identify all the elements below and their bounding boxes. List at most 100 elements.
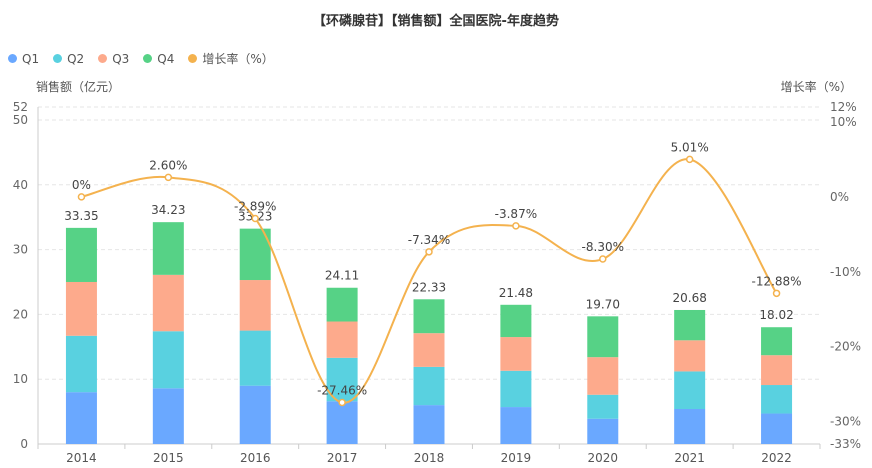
bar-q2-2014 (65, 335, 97, 393)
x-tick-label: 2019 (501, 451, 532, 465)
bar-q4-2019 (500, 304, 532, 338)
bar-total-label: 22.33 (412, 280, 446, 294)
bar-q2-2019 (500, 370, 532, 408)
bar-q4-2014 (65, 227, 97, 282)
bar-q1-2022 (761, 413, 793, 444)
legend-dot-q1 (8, 54, 17, 63)
bar-q2-2020 (587, 394, 619, 419)
legend-label-q2: Q2 (67, 51, 85, 66)
y2-tick-label: -33% (830, 437, 861, 451)
bar-q2-2021 (674, 371, 706, 410)
growth-rate-label: -7.34% (408, 233, 450, 247)
bar-q3-2017 (326, 321, 358, 358)
y-tick-label: 52 (13, 100, 28, 114)
y2-tick-label: 12% (830, 100, 857, 114)
y2-tick-label: 0% (830, 190, 849, 204)
bar-q4-2021 (674, 309, 706, 341)
y2-tick-label: 10% (830, 115, 857, 129)
growth-rate-point (685, 155, 694, 164)
growth-rate-label: 0% (72, 178, 91, 192)
growth-rate-point (512, 222, 520, 230)
x-tick-label: 2020 (588, 451, 619, 465)
growth-rate-label: -2.89% (234, 200, 276, 214)
growth-rate-label: -3.87% (495, 207, 537, 221)
legend-item-q1[interactable]: Q1 (8, 50, 39, 67)
x-tick-label: 2016 (240, 451, 271, 465)
y-tick-label: 40 (13, 178, 28, 192)
bar-q2-2015 (152, 331, 184, 389)
legend-label-q3: Q3 (112, 51, 130, 66)
bar-total-label: 33.35 (64, 209, 98, 223)
bar-total-label: 19.70 (586, 297, 620, 311)
chart-title: 【环磷腺苷】【销售额】全国医院-年度趋势 (313, 14, 559, 29)
bar-q1-2015 (152, 388, 184, 444)
bar-q2-2022 (761, 385, 793, 414)
bar-q4-2020 (587, 316, 619, 358)
legend-item-q3[interactable]: Q3 (98, 50, 129, 67)
legend-item-growth[interactable]: 增长率（%） (188, 50, 274, 67)
x-tick-label: 2014 (66, 451, 97, 465)
bar-total-label: 18.02 (759, 308, 793, 322)
bar-q4-2015 (152, 222, 184, 275)
growth-rate-label: -12.88% (752, 274, 802, 288)
legend-item-q4[interactable]: Q4 (143, 50, 174, 67)
legend-dot-q4 (143, 54, 153, 63)
legend-label-q4: Q4 (157, 51, 175, 66)
growth-rate-point (425, 248, 433, 256)
legend-label-q1: Q1 (22, 51, 40, 66)
bar-total-label: 24.11 (325, 269, 359, 283)
legend-dot-growth (188, 54, 198, 63)
bar-q3-2018 (413, 333, 445, 367)
growth-rate-label: -8.30% (582, 240, 624, 254)
x-tick-label: 2018 (414, 451, 445, 465)
x-tick-label: 2021 (674, 451, 705, 465)
growth-rate-point (772, 289, 781, 298)
bar-total-label: 21.48 (499, 286, 533, 300)
y2-tick-label: -10% (830, 265, 861, 279)
bar-q3-2014 (65, 281, 97, 336)
bar-q3-2015 (152, 274, 184, 332)
x-tick-label: 2022 (761, 451, 792, 465)
growth-rate-label: 5.01% (671, 140, 709, 154)
growth-rate-point (164, 173, 173, 182)
bar-total-label: 34.23 (151, 203, 185, 217)
bar-q1-2017 (326, 401, 358, 444)
bar-q4-2017 (326, 287, 358, 322)
bar-q2-2016 (239, 330, 271, 386)
growth-rate-label: -27.46% (317, 384, 367, 398)
legend-item-q2[interactable]: Q2 (53, 50, 84, 67)
bar-q1-2016 (239, 385, 271, 444)
bar-q1-2019 (500, 407, 532, 444)
x-tick-label: 2017 (327, 451, 358, 465)
y-tick-label: 0 (20, 437, 28, 451)
growth-rate-point (338, 398, 346, 407)
bar-q4-2022 (761, 327, 793, 356)
y-axis-title: 销售额（亿元） (36, 80, 121, 94)
y2-axis-title: 增长率（%） (780, 80, 852, 94)
growth-rate-label: 2.60% (149, 158, 187, 172)
legend: Q1 Q2 Q3 Q4 增长率（%） (8, 50, 274, 67)
bar-q1-2021 (674, 409, 706, 444)
y2-tick-label: -20% (830, 340, 861, 354)
legend-label-growth: 增长率（%） (202, 52, 274, 66)
bar-q1-2018 (413, 405, 445, 444)
x-tick-label: 2015 (153, 451, 184, 465)
bar-q1-2014 (65, 392, 97, 444)
y-tick-label: 50 (13, 113, 28, 127)
y-tick-label: 20 (13, 307, 28, 321)
y-tick-label: 10 (13, 372, 28, 386)
bar-q4-2018 (413, 299, 445, 334)
y-tick-label: 30 (13, 243, 28, 257)
growth-rate-point (77, 193, 86, 201)
bar-q3-2016 (239, 280, 271, 331)
bar-q3-2020 (587, 357, 619, 395)
bar-q3-2019 (500, 337, 532, 371)
growth-rate-point (599, 255, 607, 263)
bar-q3-2022 (761, 355, 793, 386)
y2-tick-label: -30% (830, 415, 861, 429)
growth-rate-point (251, 214, 259, 223)
bar-q1-2020 (587, 418, 619, 444)
bar-q2-2018 (413, 366, 445, 406)
bar-q3-2021 (674, 340, 706, 372)
